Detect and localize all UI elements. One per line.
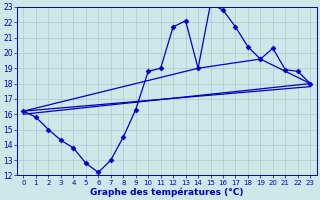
X-axis label: Graphe des températures (°C): Graphe des températures (°C) — [90, 187, 244, 197]
